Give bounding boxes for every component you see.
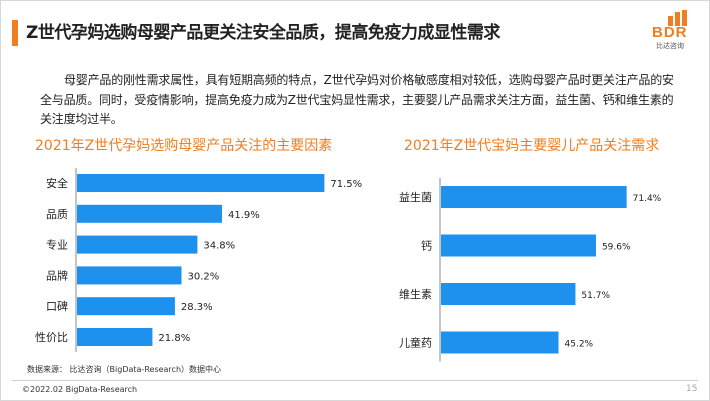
bar-2	[441, 283, 576, 305]
value-label-1: 41.9%	[228, 210, 260, 221]
footer-divider	[12, 380, 698, 381]
bar-1	[77, 204, 222, 223]
bar-2	[77, 235, 198, 254]
category-label-5: 性价比	[35, 330, 68, 344]
category-label-3: 儿童药	[399, 336, 432, 350]
category-label-0: 安全	[46, 176, 68, 190]
value-label-5: 21.8%	[158, 333, 190, 344]
chart-title-factors: 2021年Z世代孕妈选购母婴产品关注的主要因素	[35, 138, 333, 154]
category-label-2: 专业	[46, 238, 68, 252]
value-label-3: 30.2%	[187, 271, 219, 282]
category-label-4: 口碑	[46, 300, 68, 313]
logo-bars-icon	[668, 10, 687, 26]
bar-4	[77, 297, 175, 316]
bar-0	[441, 186, 627, 208]
bar-3	[77, 266, 182, 285]
value-label-2: 34.8%	[203, 241, 235, 252]
value-label-0: 71.5%	[330, 179, 362, 190]
copyright-text: ©2022.02 BigData-Research	[22, 385, 138, 394]
value-label-0: 71.4%	[633, 194, 662, 204]
category-label-3: 品牌	[46, 268, 68, 282]
value-label-2: 51.7%	[581, 291, 610, 301]
chart-title-baby-products: 2021年Z世代宝妈主要婴儿产品关注需求	[404, 138, 660, 154]
category-label-1: 钙	[421, 239, 432, 253]
bar-1	[441, 234, 596, 257]
category-label-0: 益生菌	[399, 190, 432, 204]
title-accent-bar	[12, 20, 18, 46]
data-source-note: 数据来源： 比达咨询（BigData-Research）数据中心	[27, 365, 222, 374]
category-label-1: 品质	[46, 208, 68, 221]
page-number: 15	[686, 384, 698, 394]
category-label-2: 维生素	[399, 287, 432, 301]
bdr-logo: BDR 比达咨询	[648, 8, 700, 52]
logo-cn-text: 比达咨询	[656, 42, 684, 50]
page-title: Z世代孕妈选购母婴产品更关注安全品质，提高免疫力成显性需求	[26, 23, 500, 43]
bar-3	[441, 331, 559, 354]
bar-5	[77, 328, 153, 346]
value-label-4: 28.3%	[181, 302, 213, 313]
value-label-1: 59.6%	[602, 243, 631, 253]
bar-0	[77, 174, 325, 192]
value-label-3: 45.2%	[565, 340, 594, 350]
intro-paragraph: 母婴产品的刚性需求属性，具有短期高频的特点，Z世代孕妈对价格敏感度相对较低，选购…	[40, 73, 674, 126]
logo-text: BDR	[652, 24, 688, 41]
